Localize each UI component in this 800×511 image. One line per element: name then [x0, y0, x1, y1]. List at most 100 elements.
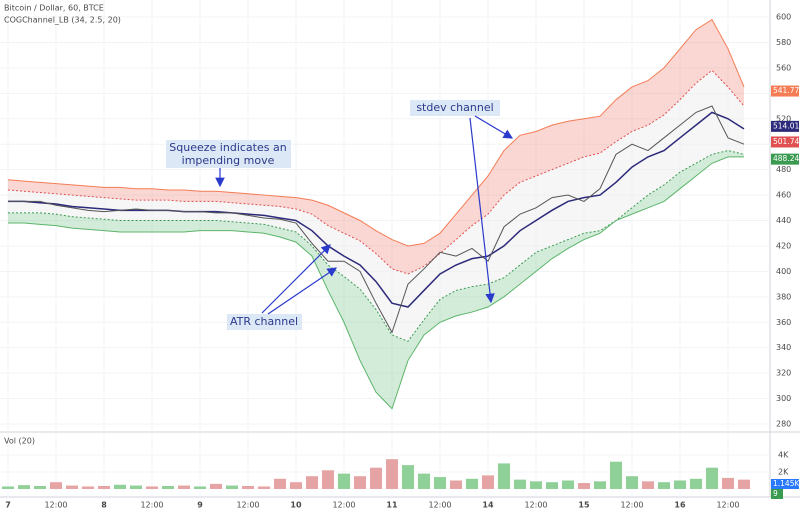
note-box	[227, 314, 302, 330]
volume-bar	[386, 459, 398, 489]
volume-badge-label: 9	[773, 489, 778, 498]
x-tick-label: 12:00	[236, 501, 259, 510]
volume-bar	[514, 479, 526, 489]
price-badge-label: 514.01	[773, 121, 799, 130]
x-tick-label: 10	[290, 501, 302, 510]
price-badge-label: 501.74	[773, 137, 799, 146]
volume-bar	[626, 476, 638, 489]
annotation: stdev channel	[416, 101, 493, 114]
annotation: Squeeze indicates an	[169, 141, 286, 154]
volume-bar	[706, 467, 718, 489]
x-tick-label: 15	[578, 501, 590, 510]
y-tick-label: 480	[776, 165, 791, 174]
volume-bar	[338, 473, 350, 489]
annotation: impending move	[182, 154, 275, 167]
volume-bar	[466, 478, 478, 489]
volume-bar	[2, 486, 14, 489]
volume-bar	[658, 482, 670, 489]
price-badge	[771, 136, 799, 148]
volume-bar	[114, 484, 126, 489]
volume-bar	[98, 486, 110, 489]
channel-fill	[8, 70, 744, 342]
volume-bar	[482, 475, 494, 489]
y-tick-label: 300	[776, 394, 791, 403]
y-tick-label: 4K	[778, 450, 789, 459]
series-line	[7, 69, 745, 275]
y-tick-label: 2K	[778, 467, 789, 476]
volume-bar	[162, 486, 174, 489]
y-tick-label: 320	[776, 369, 791, 378]
volume-bar	[66, 485, 78, 489]
volume-bar	[418, 473, 430, 489]
volume-bar	[130, 485, 142, 489]
symbol-title: Bitcoin / Dollar, 60, BTCE	[4, 4, 104, 13]
volume-bar	[18, 485, 30, 489]
volume-bar	[610, 461, 622, 489]
x-tick-label: 12:00	[716, 501, 739, 510]
volume-bar	[370, 467, 382, 489]
note-box	[166, 140, 291, 168]
volume-bar	[546, 482, 558, 489]
x-tick-label: 12:00	[44, 501, 67, 510]
y-tick-label: 560	[776, 63, 791, 72]
volume-title: Vol (20)	[4, 437, 35, 446]
volume-bar	[146, 486, 158, 489]
volume-badge	[771, 479, 799, 489]
series-line	[8, 156, 744, 410]
series-line	[8, 111, 745, 308]
x-tick-label: 11	[386, 501, 398, 510]
channel-fill	[8, 150, 744, 409]
x-tick-label: 12:00	[428, 501, 451, 510]
x-tick-label: 12:00	[140, 501, 163, 510]
volume-bar	[434, 477, 446, 489]
y-tick-label: 380	[776, 292, 791, 301]
volume-bar	[34, 486, 46, 489]
x-tick-label: 7	[5, 501, 11, 510]
volume-badge	[771, 489, 783, 499]
volume-bar	[690, 478, 702, 489]
volume-bar	[82, 486, 94, 489]
volume-bar	[178, 485, 190, 489]
volume-bar	[738, 479, 750, 489]
x-tick-label: 9	[197, 501, 203, 510]
y-tick-label: 360	[776, 318, 791, 327]
volume-bar	[402, 465, 414, 489]
volume-bar	[674, 480, 686, 489]
volume-bar	[50, 482, 62, 489]
volume-bar	[594, 481, 606, 489]
volume-bar	[194, 486, 206, 489]
price-badge-label: 541.77	[773, 86, 799, 95]
volume-bar	[530, 481, 542, 489]
volume-bar	[290, 482, 302, 489]
indicator-title: COGChannel_LB (34, 2.5, 20)	[4, 16, 121, 25]
y-tick-label: 340	[776, 343, 791, 352]
volume-bar	[562, 480, 574, 489]
arrows	[215, 115, 514, 315]
y-tick-label: 580	[776, 38, 791, 47]
series-line	[8, 105, 745, 334]
volume-bar	[722, 477, 734, 489]
volume-bar	[274, 478, 286, 489]
x-tick-label: 12:00	[332, 501, 355, 510]
y-tick-label: 400	[776, 267, 791, 276]
volume-bar	[210, 483, 222, 489]
y-tick-label: 440	[776, 216, 791, 225]
price-badge	[771, 153, 799, 165]
y-tick-label: 600	[776, 13, 791, 22]
volume-bar	[578, 483, 590, 489]
note-box	[410, 100, 500, 116]
y-tick-label: 420	[776, 241, 791, 250]
volume-bar	[258, 486, 270, 489]
x-tick-label: 8	[101, 501, 107, 510]
volume-bar	[306, 476, 318, 489]
series-line	[8, 150, 745, 342]
x-tick-label: 16	[674, 501, 686, 510]
y-tick-label: 460	[776, 191, 791, 200]
volume-bar	[226, 485, 238, 489]
y-tick-label: 280	[776, 420, 791, 429]
volume-badge-label: 1.145K	[773, 479, 800, 488]
volume-bar	[242, 486, 254, 489]
x-tick-label: 12:00	[620, 501, 643, 510]
